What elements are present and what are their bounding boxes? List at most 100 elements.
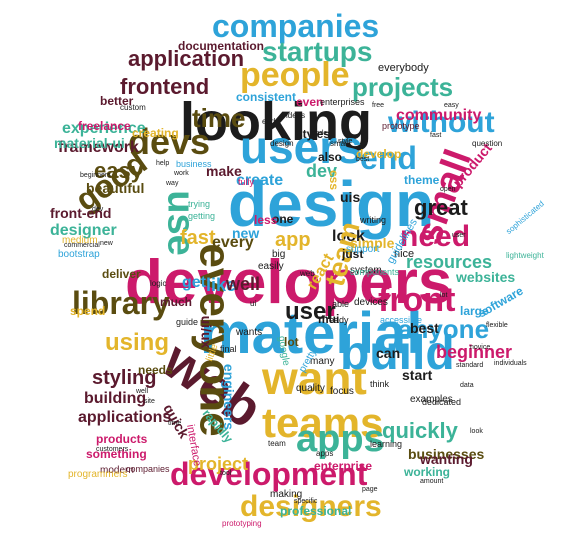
word-bootstrap: bootstrap (58, 249, 100, 260)
word-front: front (378, 281, 456, 319)
word-developers: developers (125, 248, 453, 317)
word-guide: guide (176, 317, 199, 327)
word-something: something (86, 447, 147, 461)
word-beginner: beginner (436, 342, 513, 362)
word-designer: designer (50, 222, 117, 239)
word-websites: websites (456, 269, 516, 285)
word-styling: styling (92, 367, 157, 389)
word-mui: mui (318, 312, 340, 326)
word-wants: wants (236, 327, 263, 338)
word-novice: novice (470, 344, 491, 351)
word-deliver: deliver (102, 267, 141, 281)
word-help: help (156, 160, 170, 167)
word-theme: theme (404, 173, 440, 187)
word-products: products (96, 432, 148, 446)
word-less: less (254, 213, 278, 227)
word-system: system (350, 265, 382, 276)
word-quickly: quickly (382, 418, 458, 443)
word-site: site (144, 398, 155, 405)
word-freelance: freelance (78, 119, 131, 133)
word-apps: apps (316, 449, 334, 458)
word-open: open (440, 186, 456, 193)
word-quality: quality (296, 383, 325, 394)
word-design: design (270, 139, 294, 148)
word-large: large (460, 304, 489, 318)
word-engineers: engineers (221, 363, 238, 431)
word-enterprise: enterprise (314, 459, 373, 473)
word-data: data (460, 382, 474, 389)
word-businesses: businesses (408, 446, 485, 462)
word-able: able (332, 299, 350, 309)
word-frontend: frontend (120, 74, 210, 99)
word-apps: apps (296, 418, 385, 460)
word-material-ui: material-ui (54, 135, 125, 151)
word-style: style (338, 138, 353, 145)
word-material: material (200, 301, 423, 366)
word-support: support (346, 244, 380, 255)
word-lot: lot (284, 335, 299, 349)
word-startups: startups (262, 36, 373, 67)
word-app: app (275, 229, 311, 251)
word-customers: customers (96, 446, 129, 453)
word-devices: devices (354, 297, 388, 308)
word-projects: projects (352, 72, 454, 102)
word-designers: designers (240, 490, 382, 523)
word-way: way (166, 180, 179, 187)
word-without: without (388, 106, 495, 139)
word-great: great (414, 195, 468, 220)
word-end: end (262, 117, 276, 126)
word-css: css (327, 169, 342, 191)
word-building: building (84, 390, 147, 407)
word-easy: easy (444, 102, 459, 109)
word-ideas: ideas (286, 111, 306, 120)
word-free: free (372, 102, 385, 109)
word-even: even (296, 95, 324, 109)
word-focus: focus (330, 386, 354, 397)
word-lot: lot (440, 292, 448, 299)
word-framework: framework (58, 139, 139, 156)
word-code: code (312, 130, 328, 137)
word-web: web (300, 269, 315, 278)
word-many: many (310, 356, 335, 367)
word-standard: standard (456, 362, 484, 369)
word-using: using (105, 329, 169, 356)
word-tool: tool (220, 470, 232, 477)
word-user: user (285, 298, 336, 325)
word-new: new (100, 240, 113, 247)
word-make: make (206, 163, 242, 179)
word-commercial: commercial (64, 242, 100, 249)
word-question: question (472, 139, 503, 148)
word-needs: needs (138, 363, 173, 377)
word-one: one (272, 212, 294, 226)
word-build: build (340, 327, 455, 380)
word-dev: dev (306, 161, 338, 181)
word-companies: companies (212, 8, 380, 44)
word-final: final (220, 344, 237, 354)
word-every: every (212, 234, 254, 251)
word-simple: simple (350, 235, 395, 251)
word-getting: getting (188, 211, 216, 221)
word-new: new (232, 225, 260, 241)
word-easily: easily (258, 261, 284, 272)
word-prototyping: prototyping (222, 519, 262, 528)
word-look: look (470, 428, 483, 435)
word-medium: medium (62, 235, 98, 246)
word-applications: applications (78, 409, 172, 426)
word-team: team (268, 439, 286, 448)
word-sophisticated: sophisticated (504, 199, 546, 237)
word-accessible: accessible (380, 315, 423, 325)
word-can: can (376, 345, 401, 361)
word-project: project (188, 454, 249, 474)
word-application: application (128, 46, 245, 71)
word-teams: teams (262, 399, 384, 446)
word-prototype: prototype (382, 121, 420, 131)
word-documentation: documentation (178, 39, 264, 53)
word-learning: learning (370, 439, 403, 449)
word-like: like (206, 275, 237, 295)
word-resources: resources (406, 252, 493, 272)
word-library: library (72, 285, 170, 321)
word-well: well (226, 274, 261, 294)
word-companies: companies (126, 464, 170, 474)
word-dev: dev (92, 206, 104, 213)
word-consistent: consistent (236, 90, 297, 104)
